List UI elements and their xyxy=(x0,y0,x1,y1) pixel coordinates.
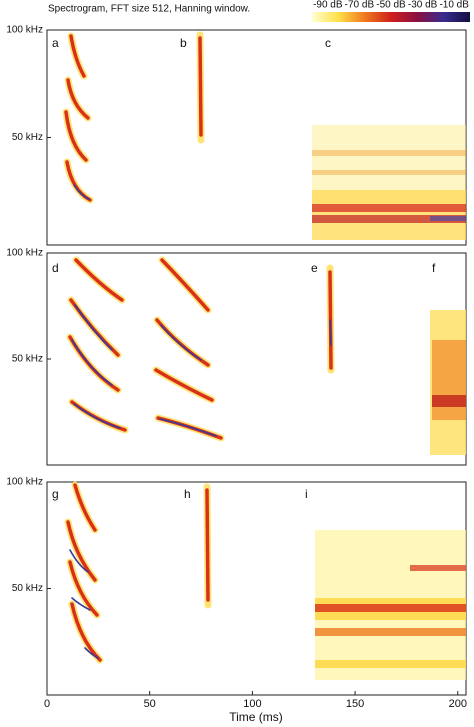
x-tick-label: 200 xyxy=(449,698,467,710)
panel-letter: g xyxy=(52,487,59,501)
y-tick-label: 50 kHz xyxy=(12,354,43,365)
panel-letter: h xyxy=(184,487,191,501)
colorbar-label: -90 dB xyxy=(313,0,343,11)
y-tick-label: 50 kHz xyxy=(12,583,43,594)
colorbar-label: -70 dB xyxy=(345,0,375,11)
panel-letter: d xyxy=(52,261,59,275)
colorbar-label: -10 dB xyxy=(439,0,469,11)
y-tick-label: 100 kHz xyxy=(6,477,43,488)
colorbar-label: -30 dB xyxy=(408,0,438,11)
chart-title: Spectrogram, FFT size 512, Hanning windo… xyxy=(48,4,250,15)
call-shapes xyxy=(62,31,466,680)
x-tick-label: 150 xyxy=(346,698,364,710)
y-tick-label: 100 kHz xyxy=(6,25,43,36)
panel-letter: i xyxy=(305,487,308,501)
colorbar-label: -50 dB xyxy=(376,0,406,11)
panel-letter: c xyxy=(325,36,331,50)
panel-letter: f xyxy=(432,261,436,275)
x-axis-label: Time (ms) xyxy=(229,710,283,724)
x-tick-label: 50 xyxy=(144,698,156,710)
y-tick-label: 100 kHz xyxy=(6,248,43,259)
x-tick-label: 100 xyxy=(243,698,261,710)
y-tick-label: 50 kHz xyxy=(12,132,43,143)
x-tick-label: 0 xyxy=(44,698,50,710)
colorbar xyxy=(312,12,470,22)
panel-letter: b xyxy=(180,36,187,50)
panel xyxy=(46,252,467,466)
panel-letter: e xyxy=(311,261,318,275)
panel-letter: a xyxy=(52,36,59,50)
